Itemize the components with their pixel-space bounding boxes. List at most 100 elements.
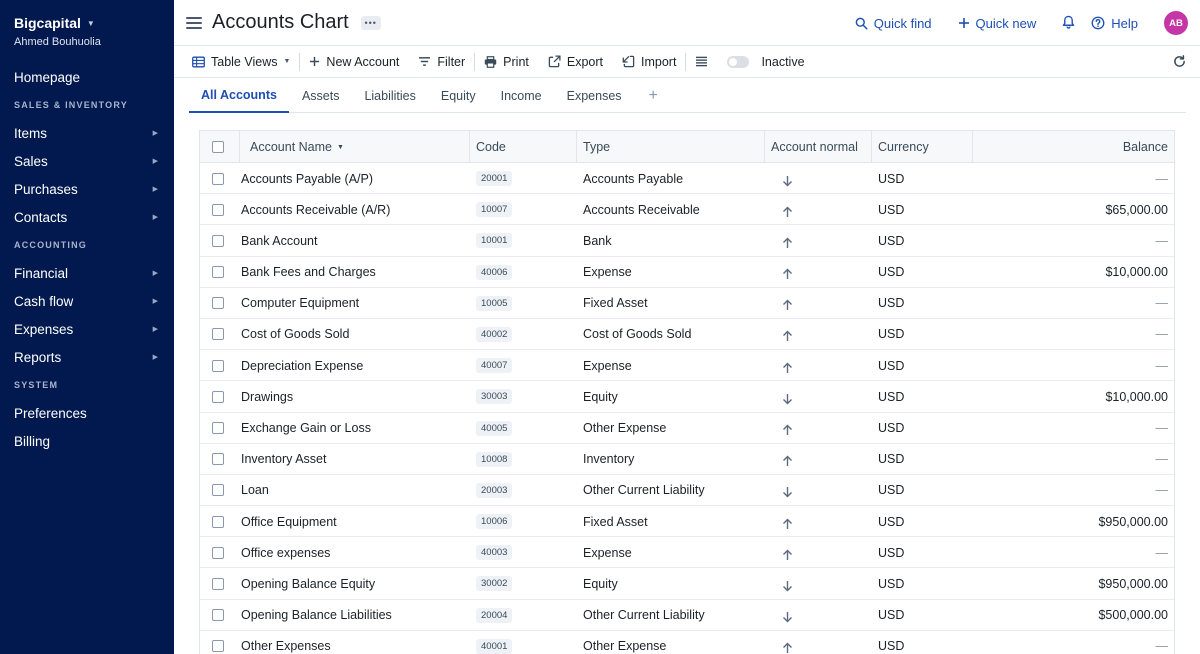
row-select-cell (200, 381, 240, 412)
table-row[interactable]: Computer Equipment 10005 Fixed Asset USD — (200, 288, 1174, 319)
inactive-label: Inactive (761, 54, 805, 69)
tab-all-accounts[interactable]: All Accounts (189, 79, 289, 113)
sidebar-item-sales[interactable]: Sales ▶ (0, 147, 174, 175)
table-row[interactable]: Bank Fees and Charges 40006 Expense USD $10,… (200, 257, 1174, 288)
table-row[interactable]: Opening Balance Equity 30002 Equity USD $950… (200, 568, 1174, 600)
row-checkbox[interactable] (212, 546, 224, 559)
type-cell: Accounts Receivable (583, 202, 700, 217)
user-name: Ahmed Bouhuolia (14, 36, 101, 48)
row-checkbox[interactable] (212, 297, 224, 310)
sidebar-item-billing[interactable]: Billing (0, 427, 174, 455)
add-view-icon[interactable]: + (648, 87, 658, 104)
account-name-cell: Office Equipment (241, 514, 337, 529)
table-row[interactable]: Inventory Asset 10008 Inventory USD — (200, 444, 1174, 475)
row-checkbox[interactable] (212, 609, 224, 622)
inactive-toggle[interactable]: Inactive (727, 54, 805, 69)
row-checkbox[interactable] (212, 484, 224, 497)
table-row[interactable]: Drawings 30003 Equity USD $10,000.00 (200, 381, 1174, 413)
row-select-cell (200, 568, 240, 599)
import-button[interactable]: Import (622, 55, 676, 69)
account-normal-cell (765, 475, 872, 506)
row-checkbox[interactable] (212, 172, 224, 185)
table-row[interactable]: Accounts Payable (A/P) 20001 Accounts Paya… (200, 163, 1174, 195)
balance-cell: — (1155, 452, 1169, 467)
row-checkbox[interactable] (212, 453, 224, 466)
table-header: Account Name ▼ Code Type Account normal C… (200, 131, 1174, 163)
table-views-button[interactable]: Table Views ▼ (192, 55, 290, 69)
organization-switcher[interactable]: Bigcapital ▼ (14, 15, 95, 31)
tab-assets[interactable]: Assets (301, 89, 340, 103)
tab-income[interactable]: Income (500, 89, 542, 103)
avatar[interactable]: AB (1164, 11, 1188, 35)
row-checkbox[interactable] (212, 328, 224, 341)
refresh-icon[interactable] (1173, 55, 1186, 71)
sidebar: Bigcapital ▼ Ahmed Bouhuolia Homepage SA… (0, 0, 174, 654)
table-row[interactable]: Depreciation Expense 40007 Expense USD — (200, 350, 1174, 382)
column-label: Account Name (250, 140, 332, 154)
filter-button[interactable]: Filter (418, 55, 465, 69)
more-options-icon[interactable]: ••• (360, 15, 381, 30)
row-checkbox[interactable] (212, 515, 224, 528)
sidebar-item-contacts[interactable]: Contacts ▶ (0, 203, 174, 231)
sidebar-item-reports[interactable]: Reports ▶ (0, 343, 174, 371)
sidebar-item-purchases[interactable]: Purchases ▶ (0, 175, 174, 203)
plus-icon (310, 56, 320, 67)
menu-icon[interactable] (186, 16, 202, 29)
select-all-checkbox[interactable] (212, 141, 224, 153)
table-row[interactable]: Office Equipment 10006 Fixed Asset USD $950,… (200, 506, 1174, 538)
tab-equity[interactable]: Equity (440, 89, 476, 103)
sidebar-item-expenses[interactable]: Expenses ▶ (0, 315, 174, 343)
print-button[interactable]: Print (484, 55, 529, 69)
column-header-balance[interactable]: Balance (1122, 140, 1168, 154)
bell-icon[interactable] (1062, 15, 1075, 32)
table-row[interactable]: Office expenses 40003 Expense USD — (200, 537, 1174, 569)
row-checkbox[interactable] (212, 266, 224, 279)
table-row[interactable]: Exchange Gain or Loss 40005 Other Expense U… (200, 413, 1174, 444)
sidebar-item-cashflow[interactable]: Cash flow ▶ (0, 287, 174, 315)
sidebar-item-financial[interactable]: Financial ▶ (0, 259, 174, 287)
toggle-switch[interactable] (727, 55, 750, 68)
balance-cell: — (1155, 358, 1169, 373)
divider (717, 53, 718, 71)
column-header-normal[interactable]: Account normal (765, 131, 872, 163)
row-density-button[interactable] (695, 56, 708, 67)
table-row[interactable]: Accounts Receivable (A/R) 10007 Accounts R… (200, 194, 1174, 226)
row-checkbox[interactable] (212, 422, 224, 434)
column-header-code[interactable]: Code (470, 131, 577, 163)
help-icon (1091, 16, 1105, 30)
quick-find-button[interactable]: Quick find (855, 16, 932, 31)
sidebar-item-label: Sales (14, 153, 48, 169)
row-checkbox[interactable] (212, 234, 224, 247)
row-checkbox[interactable] (212, 640, 224, 653)
table-row[interactable]: Other Expenses 40001 Other Expense USD — (200, 631, 1174, 654)
help-button[interactable]: Help (1091, 16, 1138, 31)
column-header-currency[interactable]: Currency (872, 131, 973, 163)
chevron-right-icon: ▶ (152, 326, 158, 333)
quick-new-button[interactable]: Quick new (958, 16, 1036, 31)
tab-liabilities[interactable]: Liabilities (364, 89, 416, 103)
row-checkbox[interactable] (212, 577, 224, 590)
table-row[interactable]: Cost of Goods Sold 40002 Cost of Goods Sol… (200, 319, 1174, 351)
row-checkbox[interactable] (212, 203, 224, 216)
search-icon (855, 17, 868, 30)
column-header-type[interactable]: Type (577, 131, 765, 163)
sidebar-item-items[interactable]: Items ▶ (0, 119, 174, 147)
table-row[interactable]: Bank Account 10001 Bank USD — (200, 225, 1174, 257)
type-cell: Bank (583, 233, 612, 248)
currency-cell: USD (878, 233, 905, 248)
sidebar-item-preferences[interactable]: Preferences (0, 399, 174, 427)
export-button[interactable]: Export (548, 55, 603, 69)
code-cell: 40006 (470, 257, 577, 288)
brand-name: Bigcapital (14, 15, 81, 31)
sidebar-nav: Homepage SALES & INVENTORY Items ▶ Sales ▶… (0, 63, 174, 455)
new-account-button[interactable]: New Account (309, 55, 399, 69)
row-checkbox[interactable] (212, 390, 224, 403)
account-normal-cell (765, 600, 872, 631)
table-row[interactable]: Loan 20003 Other Current Liability USD — (200, 475, 1174, 507)
sidebar-item-homepage[interactable]: Homepage (0, 63, 174, 91)
print-label: Print (503, 54, 529, 69)
table-row[interactable]: Opening Balance Liabilities 20004 Other Cu… (200, 600, 1174, 631)
column-header-name[interactable]: Account Name ▼ (240, 131, 470, 163)
row-checkbox[interactable] (212, 359, 224, 372)
tab-expenses[interactable]: Expenses (566, 89, 622, 103)
